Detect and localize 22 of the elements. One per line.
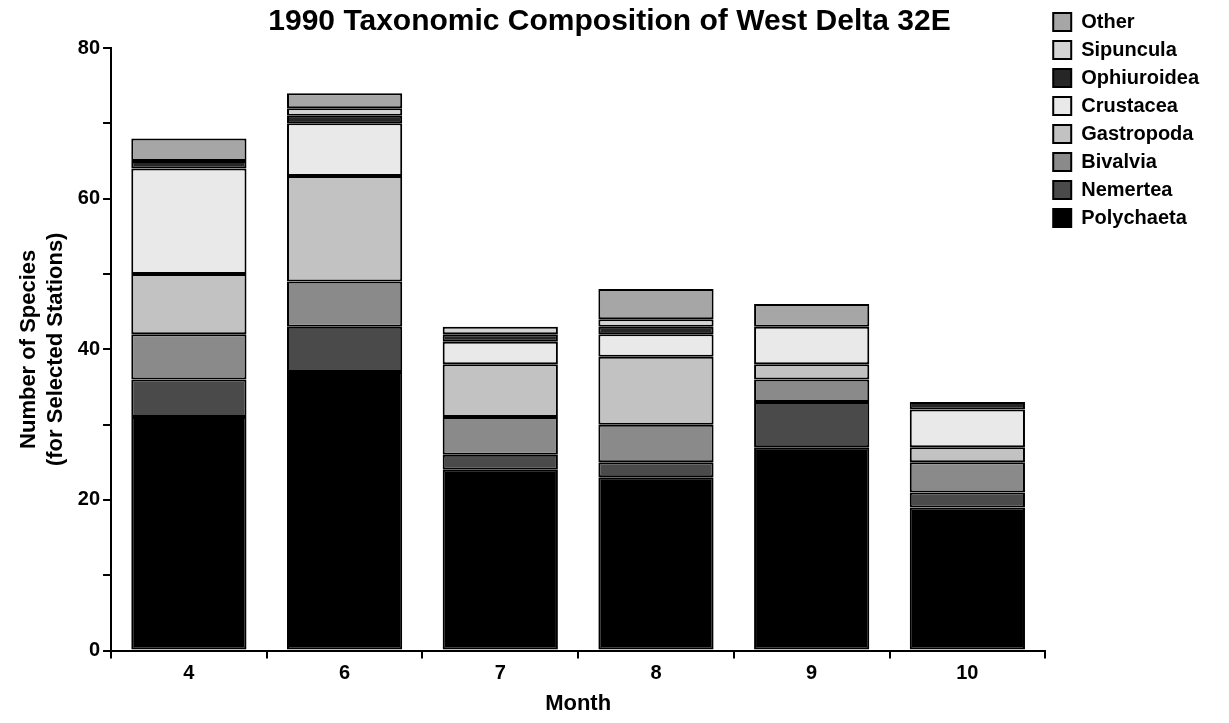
x-tick-label: 9	[806, 661, 818, 684]
y-axis-title: Number of Species (for Selected Stations)	[15, 232, 67, 467]
x-axis-title: Month	[545, 689, 612, 715]
chart-title: 1990 Taxonomic Composition of West Delta 32E	[268, 3, 951, 37]
legend-label: Gastropoda	[1081, 121, 1195, 144]
legend-label: Crustacea	[1081, 93, 1179, 116]
legend-label: Polychaeta	[1081, 205, 1188, 228]
legend-label: Sipuncula	[1081, 37, 1178, 60]
y-tick-label: 60	[77, 186, 101, 209]
x-tick-label: 4	[183, 661, 196, 684]
x-tick-label: 10	[956, 661, 979, 684]
legend-label: Other	[1081, 9, 1135, 32]
y-tick-label: 40	[77, 336, 101, 359]
legend-label: Nemertea	[1081, 177, 1174, 200]
y-tick-label: 80	[77, 35, 101, 58]
x-tick-label: 7	[494, 661, 506, 684]
legend-label: Bivalvia	[1081, 149, 1158, 172]
legend-label: Ophiuroidea	[1081, 65, 1200, 88]
y-tick-label: 0	[88, 638, 101, 661]
x-tick-label: 8	[650, 661, 662, 684]
y-tick-label: 20	[77, 487, 101, 510]
x-tick-label: 6	[339, 661, 351, 684]
